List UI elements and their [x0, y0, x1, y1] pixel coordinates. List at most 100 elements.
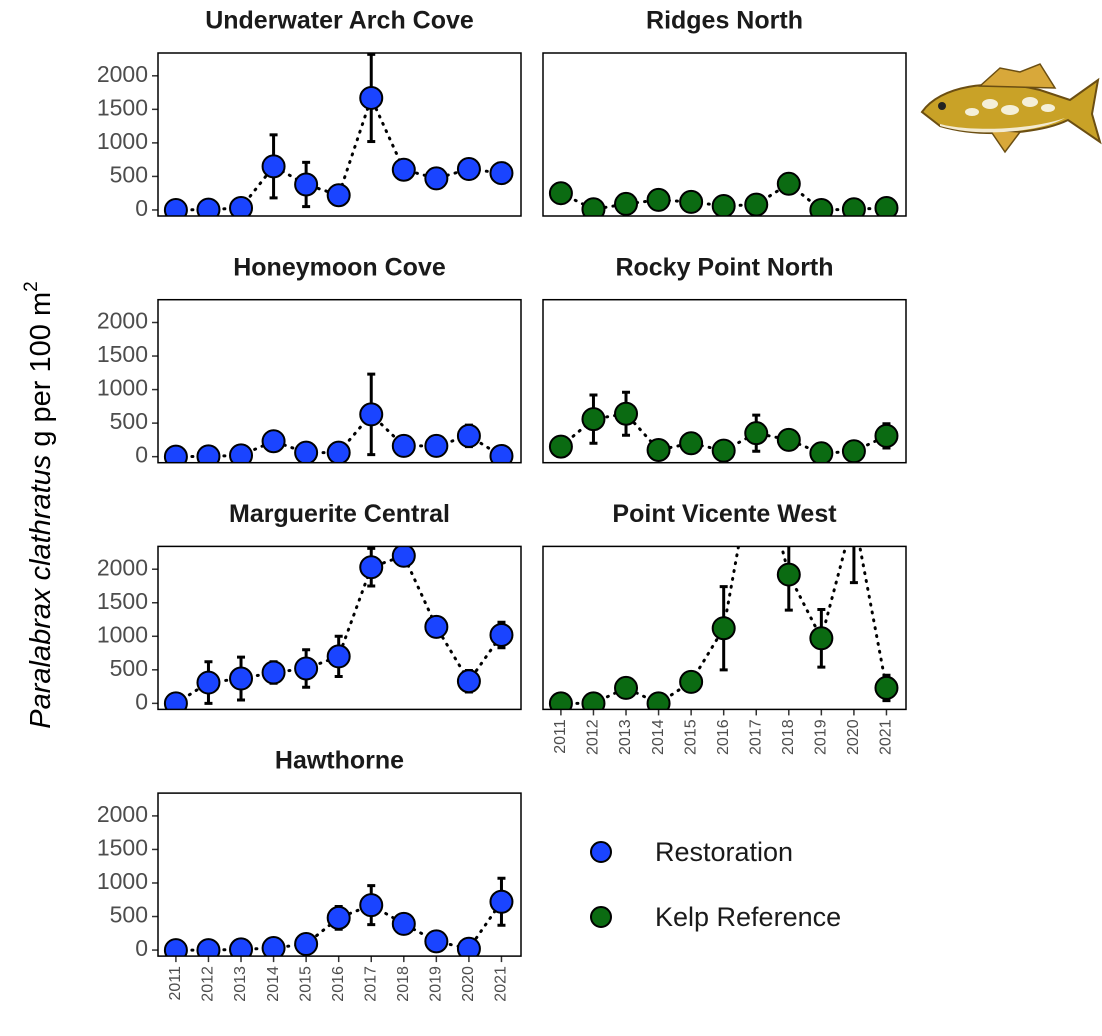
point — [809, 626, 834, 651]
point — [196, 670, 221, 695]
y-tick-label: 1500 — [97, 94, 148, 120]
point — [163, 691, 188, 710]
y-tick-label: 500 — [110, 655, 148, 681]
plot-area — [163, 876, 514, 957]
point — [809, 441, 834, 463]
x-tick-label: 2019 — [428, 966, 445, 1002]
x-tick-label: 2017 — [747, 719, 764, 755]
y-tick-label: 500 — [110, 162, 148, 188]
legend-marker — [590, 906, 612, 928]
x-tick-label: 2019 — [813, 719, 830, 755]
point — [489, 889, 514, 914]
plot-area — [163, 53, 514, 216]
point — [776, 562, 801, 587]
legend-label: Restoration — [655, 837, 793, 867]
x-tick-label: 2012 — [200, 966, 217, 1002]
panel-border — [542, 545, 907, 711]
point — [229, 666, 254, 691]
y-tick-label: 2000 — [97, 61, 148, 87]
point — [163, 197, 188, 216]
y-tick-label: 0 — [135, 195, 148, 221]
point — [489, 443, 514, 463]
point — [261, 429, 286, 454]
point — [456, 423, 481, 448]
point — [489, 161, 514, 186]
y-label-exponent: 2 — [21, 281, 42, 292]
y-tick-label: 500 — [110, 902, 148, 928]
point — [456, 157, 481, 182]
plot-area — [548, 505, 899, 710]
point — [196, 197, 221, 216]
point — [841, 439, 866, 463]
point — [424, 614, 449, 639]
point — [261, 660, 286, 685]
point — [456, 936, 481, 957]
y-label-species: Paralabrax clathratus — [25, 455, 57, 729]
point — [229, 195, 254, 216]
point — [776, 171, 801, 196]
point — [326, 644, 351, 669]
point — [581, 691, 606, 710]
plot-area — [163, 546, 514, 710]
x-tick-label: 2017 — [362, 966, 379, 1002]
point — [163, 938, 188, 957]
x-tick-label: 2018 — [780, 719, 797, 755]
error-bar — [849, 546, 858, 585]
plot-area — [548, 390, 899, 463]
panel-title: Rocky Point North — [615, 253, 833, 281]
panel-border — [157, 545, 522, 711]
y-tick-label: 1000 — [97, 128, 148, 154]
point — [196, 938, 221, 957]
legend-marker — [590, 841, 612, 863]
x-tick-label: 2020 — [845, 719, 862, 755]
point — [874, 195, 899, 216]
point — [548, 181, 573, 206]
x-tick-label: 2011 — [167, 966, 184, 1001]
point — [359, 402, 384, 427]
point — [391, 546, 416, 568]
point — [456, 669, 481, 694]
panel-title: Point Vicente West — [612, 500, 837, 528]
point — [581, 407, 606, 432]
panel-title: Marguerite Central — [229, 500, 450, 528]
point — [359, 893, 384, 918]
point — [391, 911, 416, 936]
x-tick-label: 2016 — [715, 719, 732, 755]
panel-border — [157, 298, 522, 464]
y-tick-label: 1500 — [97, 835, 148, 861]
point — [196, 444, 221, 463]
point — [261, 154, 286, 179]
point — [874, 423, 899, 448]
point — [841, 197, 866, 216]
point — [294, 172, 319, 197]
point — [326, 905, 351, 930]
y-tick-label: 1000 — [97, 375, 148, 401]
point — [874, 675, 899, 700]
x-tick-label: 2011 — [552, 719, 569, 754]
x-tick-label: 2016 — [330, 966, 347, 1002]
point — [163, 444, 188, 463]
point — [646, 437, 671, 462]
point — [326, 183, 351, 208]
point — [229, 443, 254, 463]
point — [614, 675, 639, 700]
point — [843, 505, 865, 527]
point — [614, 401, 639, 426]
x-tick-label: 2020 — [460, 966, 477, 1002]
x-tick-label: 2021 — [878, 719, 895, 755]
y-tick-label: 0 — [135, 688, 148, 714]
point — [744, 421, 769, 446]
panel-title: Hawthorne — [275, 747, 404, 775]
point — [679, 669, 704, 694]
point — [424, 929, 449, 954]
plot-area — [548, 171, 899, 216]
trend-line — [174, 553, 503, 705]
point — [294, 932, 319, 957]
x-tick-label: 2013 — [232, 966, 249, 1002]
point — [391, 157, 416, 182]
y-tick-label: 2000 — [97, 308, 148, 334]
point — [809, 197, 834, 216]
y-tick-label: 1500 — [97, 588, 148, 614]
